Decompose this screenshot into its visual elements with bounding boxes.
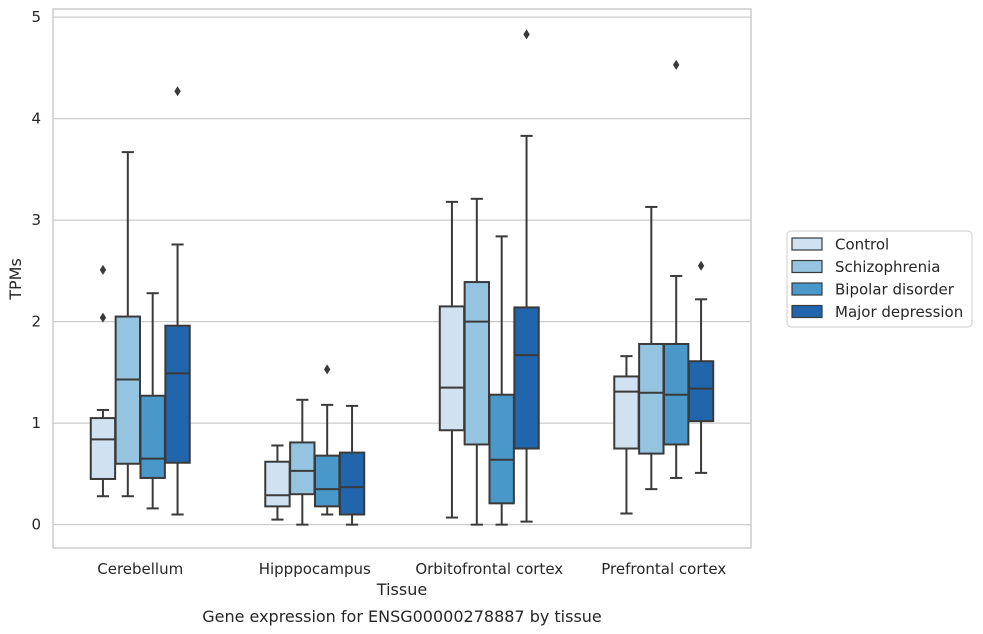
x-tick-label: Orbitofrontal cortex: [415, 560, 563, 578]
x-tick-labels: Cerebellum Hipppocampus Orbitofrontal cort…: [97, 560, 726, 578]
outlier-point: [99, 312, 107, 323]
box-body: [613, 375, 640, 450]
y-tick-label: 5: [31, 8, 41, 26]
legend-label: Control: [835, 236, 889, 254]
x-tick-label: Prefrontal cortex: [601, 560, 726, 578]
box-3-0: [613, 355, 640, 515]
legend-label: Schizophrenia: [835, 258, 940, 276]
box-0-3: [164, 86, 191, 516]
legend-label: Major depression: [835, 303, 963, 321]
legend-label: Bipolar disorder: [835, 281, 955, 299]
legend-swatch: [791, 237, 823, 251]
outlier-point: [99, 264, 107, 275]
outlier-point: [697, 260, 705, 271]
outlier-point: [323, 364, 331, 375]
box-2-1: [463, 197, 491, 526]
box-body: [338, 451, 366, 516]
outlier-point: [672, 59, 680, 70]
box-0-1: [114, 151, 142, 498]
box-0-0: [89, 264, 117, 498]
boxes: [89, 29, 715, 526]
box-body: [638, 342, 665, 455]
x-tick-label: Cerebellum: [97, 560, 183, 578]
box-body: [488, 393, 515, 505]
box-body: [139, 394, 166, 479]
box-1-2: [313, 364, 341, 516]
x-axis-label: Tissue: [376, 580, 427, 599]
y-tick-label: 0: [31, 516, 41, 534]
x-tick-label: Hipppocampus: [259, 560, 371, 578]
y-tick-labels: 0 1 2 3 4 5: [31, 8, 41, 534]
box-2-0: [438, 200, 466, 519]
box-2-2: [488, 235, 515, 526]
box-body: [289, 441, 316, 496]
box-3-3: [687, 260, 715, 474]
box-1-1: [289, 398, 316, 526]
box-body: [513, 306, 540, 450]
box-body: [264, 460, 291, 508]
y-tick-label: 3: [31, 211, 41, 229]
outlier-point: [174, 86, 181, 97]
legend-swatch: [791, 282, 823, 296]
box-body: [438, 305, 466, 432]
box-body: [463, 281, 491, 446]
box-body: [313, 454, 341, 508]
box-1-3: [338, 404, 366, 526]
y-tick-label: 1: [31, 414, 41, 432]
legend-swatch: [791, 304, 823, 319]
box-0-2: [139, 292, 166, 510]
legend-swatch: [791, 259, 823, 274]
chart-caption: Gene expression for ENSG00000278887 by t…: [202, 607, 602, 626]
outlier-point: [523, 29, 530, 40]
y-axis-label: TPMs: [6, 258, 25, 301]
box-body: [114, 315, 142, 465]
y-tick-label: 4: [31, 110, 41, 128]
legend-frame: [786, 230, 973, 328]
box-2-3: [513, 29, 540, 523]
box-body: [164, 324, 191, 464]
box-body: [89, 417, 117, 480]
y-tick-label: 2: [31, 313, 41, 331]
box-body: [687, 360, 715, 423]
box-3-2: [662, 59, 690, 479]
legend: Control Schizophrenia Bipolar disorder Majo…: [786, 230, 973, 328]
